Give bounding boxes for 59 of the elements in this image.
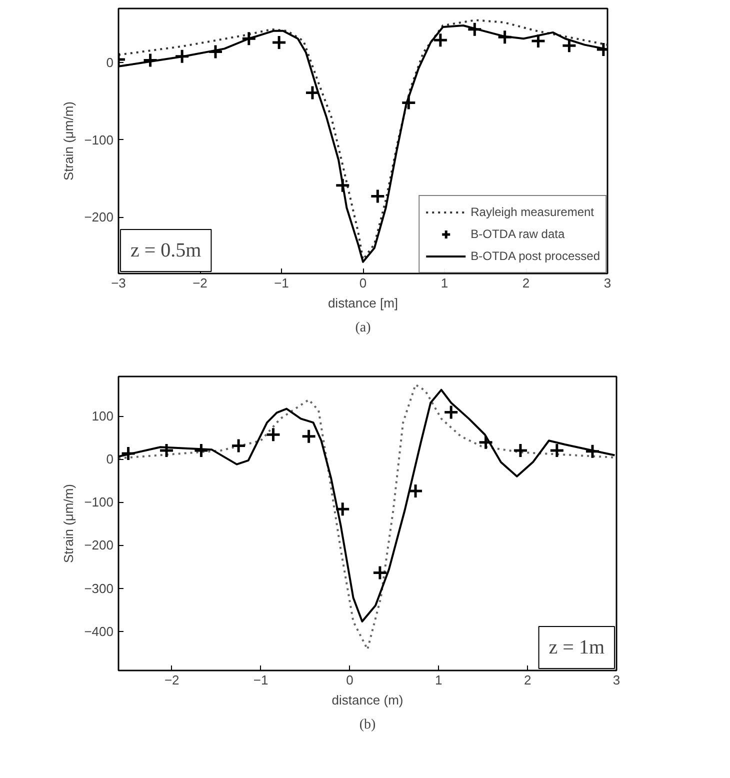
- x-axis-title: distance (m): [332, 692, 404, 708]
- point: [512, 442, 528, 458]
- x-tick-label: −2: [192, 276, 208, 290]
- point: [193, 442, 209, 458]
- point: [561, 38, 577, 54]
- point: [304, 84, 320, 100]
- point: [142, 52, 158, 68]
- point: [241, 30, 257, 46]
- point: [370, 188, 386, 204]
- x-tick-label: 2: [522, 276, 530, 290]
- x-tick-label: −1: [253, 672, 268, 688]
- x-tick-label: −2: [164, 672, 180, 688]
- x-tick-label: 1: [435, 672, 442, 688]
- y-tick-label: −300: [84, 580, 114, 596]
- x-tick-label: 3: [612, 672, 620, 688]
- point: [478, 434, 494, 450]
- y-axis-title: Strain (μm/m): [61, 101, 76, 180]
- point: [400, 95, 416, 111]
- y-axis-title: Strain (μm/m): [61, 484, 76, 563]
- point: [334, 178, 350, 194]
- point: [208, 44, 224, 60]
- x-tick-label: 2: [524, 672, 532, 688]
- point: [443, 404, 459, 420]
- x-tick-label: 0: [359, 276, 367, 290]
- point: [584, 444, 600, 460]
- y-tick-label: 0: [106, 452, 114, 467]
- point: [158, 442, 174, 458]
- point: [265, 426, 281, 442]
- x-tick-label: 1: [440, 276, 448, 290]
- text: (a): [355, 320, 372, 336]
- point: [466, 22, 482, 38]
- y-tick-label: −200: [84, 210, 114, 225]
- y-tick-label: −200: [84, 538, 114, 553]
- y-tick-label: 100: [92, 408, 114, 424]
- point: [334, 501, 350, 517]
- y-tick-label: −100: [84, 494, 114, 510]
- legend-label: Rayleigh measurement: [470, 205, 594, 219]
- point: [120, 446, 136, 462]
- annotation: z = 1m: [548, 636, 605, 658]
- y-tick-label: 0: [106, 55, 114, 70]
- legend-label: B-OTDA raw data: [470, 227, 565, 241]
- point: [372, 565, 388, 581]
- point: [432, 32, 448, 48]
- y-tick-label: −400: [84, 624, 114, 639]
- x-tick-label: 3: [604, 276, 612, 290]
- point: [174, 48, 190, 64]
- y-tick-label: −100: [84, 132, 114, 148]
- text: (b): [359, 718, 376, 732]
- point: [271, 34, 287, 50]
- x-axis-title: distance [m]: [328, 296, 398, 310]
- point: [549, 442, 565, 458]
- x-tick-label: 0: [346, 672, 354, 688]
- point: [230, 438, 246, 454]
- x-tick-label: −1: [274, 276, 289, 290]
- annotation: z = 0.5m: [130, 240, 202, 262]
- x-tick-label: −3: [111, 276, 126, 290]
- point: [497, 29, 513, 45]
- point: [301, 428, 317, 444]
- legend-label: B-OTDA post processed: [470, 249, 600, 263]
